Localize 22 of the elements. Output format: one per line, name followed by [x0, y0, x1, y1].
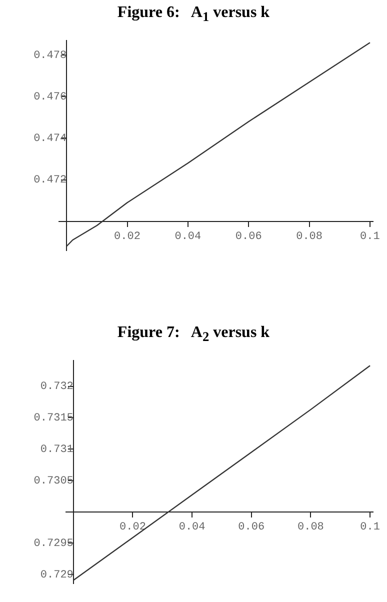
y-tick-label: 0.476 [34, 92, 67, 104]
x-tick-label: 0.04 [174, 230, 202, 243]
x-tick-label: 0.06 [238, 521, 265, 534]
chart-title: Figure 6: A$_{1}$ versus k [116, 3, 271, 24]
x-tick-label: 0.08 [298, 521, 324, 534]
y-tick-label: 0.474 [34, 133, 67, 146]
y-tick-label: 0.7305 [34, 475, 74, 488]
x-tick-label: 0.06 [235, 230, 262, 243]
y-tick-label: 0.472 [34, 174, 67, 187]
y-tick-label: 0.732 [40, 381, 74, 394]
x-tick-label: 0.1 [360, 521, 380, 534]
x-tick-label: 0.02 [120, 521, 146, 534]
y-tick-label: 0.729 [40, 570, 74, 582]
x-tick-label: 0.04 [178, 521, 206, 534]
x-tick-label: 0.08 [296, 230, 322, 243]
y-tick-label: 0.731 [40, 444, 74, 456]
chart-title: Figure 7: A$_{2}$ versus k [116, 323, 271, 344]
y-tick-label: 0.478 [34, 50, 67, 62]
x-tick-label: 0.02 [114, 230, 140, 243]
y-tick-label: 0.7315 [34, 412, 74, 425]
y-tick-label: 0.7295 [34, 538, 74, 550]
x-tick-label: 0.1 [360, 230, 380, 243]
